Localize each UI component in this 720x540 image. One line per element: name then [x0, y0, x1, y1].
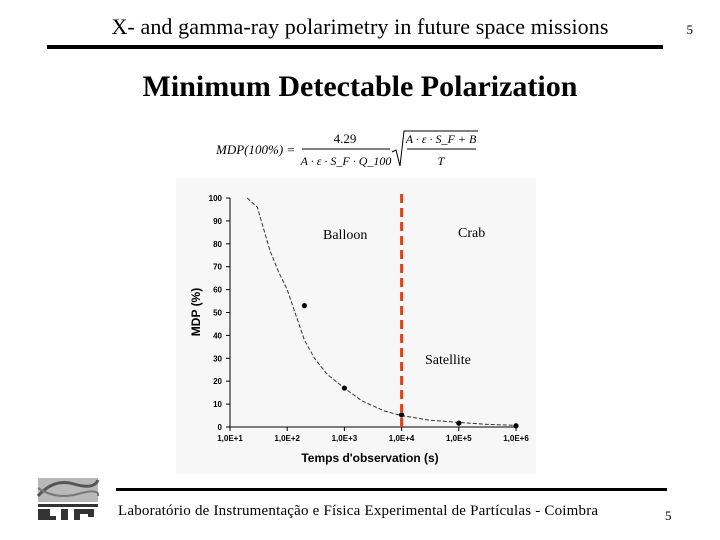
y-axis-label: MDP (%) [189, 288, 203, 336]
mdp-chart: 0 10 20 30 40 50 60 70 80 90 100 1,0E+1 1,0E+2 1,0E+3… [189, 194, 529, 465]
data-point [456, 420, 462, 426]
x-tick-label: 1,0E+3 [332, 434, 358, 443]
y-tick-label: 30 [213, 354, 222, 363]
header-title: X- and gamma-ray polarimetry in future s… [111, 14, 609, 39]
formula-lhs: MDP(100%) = [215, 142, 295, 157]
mdp-chart-container: 0 10 20 30 40 50 60 70 80 90 100 1,0E+1 1,0E+2 1,0E+3… [176, 178, 536, 474]
y-tick-label: 100 [209, 194, 223, 203]
formula-coefficient: 4.29 [334, 131, 357, 146]
y-tick-label: 50 [213, 309, 222, 318]
y-tick-label: 10 [213, 400, 222, 409]
x-tick-label: 1,0E+1 [217, 434, 243, 443]
x-tick-label: 1,0E+5 [446, 434, 472, 443]
x-tick-label: 1,0E+2 [274, 434, 300, 443]
formula-denominator: A · ε · S_F · Q_100 [300, 154, 392, 168]
x-tick-label: 1,0E+4 [389, 434, 415, 443]
formula-sqrt-numerator: A · ε · S_F + B [405, 132, 477, 146]
satellite-annotation: Satellite [425, 353, 471, 368]
slide-title: Minimum Detectable Polarization [142, 70, 578, 103]
footer-page-number: 5 [665, 508, 672, 523]
header-page-number: 5 [686, 22, 694, 37]
y-tick-label: 80 [213, 240, 222, 249]
y-tick-label: 70 [213, 263, 222, 272]
y-tick-label: 0 [218, 423, 223, 432]
data-point [301, 303, 308, 309]
mdp-formula: MDP(100%) = 4.29 A · ε · S_F · Q_100 A ·… [215, 130, 478, 168]
x-axis-label: Temps d'observation (s) [301, 451, 438, 465]
data-point [341, 385, 347, 391]
footer-institution: Laboratório de Instrumentação e Física E… [118, 503, 599, 519]
mdp-curve [246, 197, 517, 426]
x-tick-label: 1,0E+6 [503, 434, 529, 443]
data-point [513, 423, 519, 429]
y-tick-label: 60 [213, 286, 222, 295]
formula-sqrt-denominator: T [438, 154, 446, 168]
data-point [399, 412, 405, 418]
lip-logo [36, 478, 100, 520]
formula-sqrt-sign [391, 130, 478, 167]
crab-annotation: Crab [458, 226, 485, 241]
header-divider [47, 45, 663, 49]
y-tick-label: 20 [213, 377, 222, 386]
y-tick-label: 40 [213, 331, 222, 340]
balloon-annotation: Balloon [323, 228, 367, 243]
y-tick-label: 90 [213, 217, 222, 226]
footer-divider [116, 488, 667, 491]
